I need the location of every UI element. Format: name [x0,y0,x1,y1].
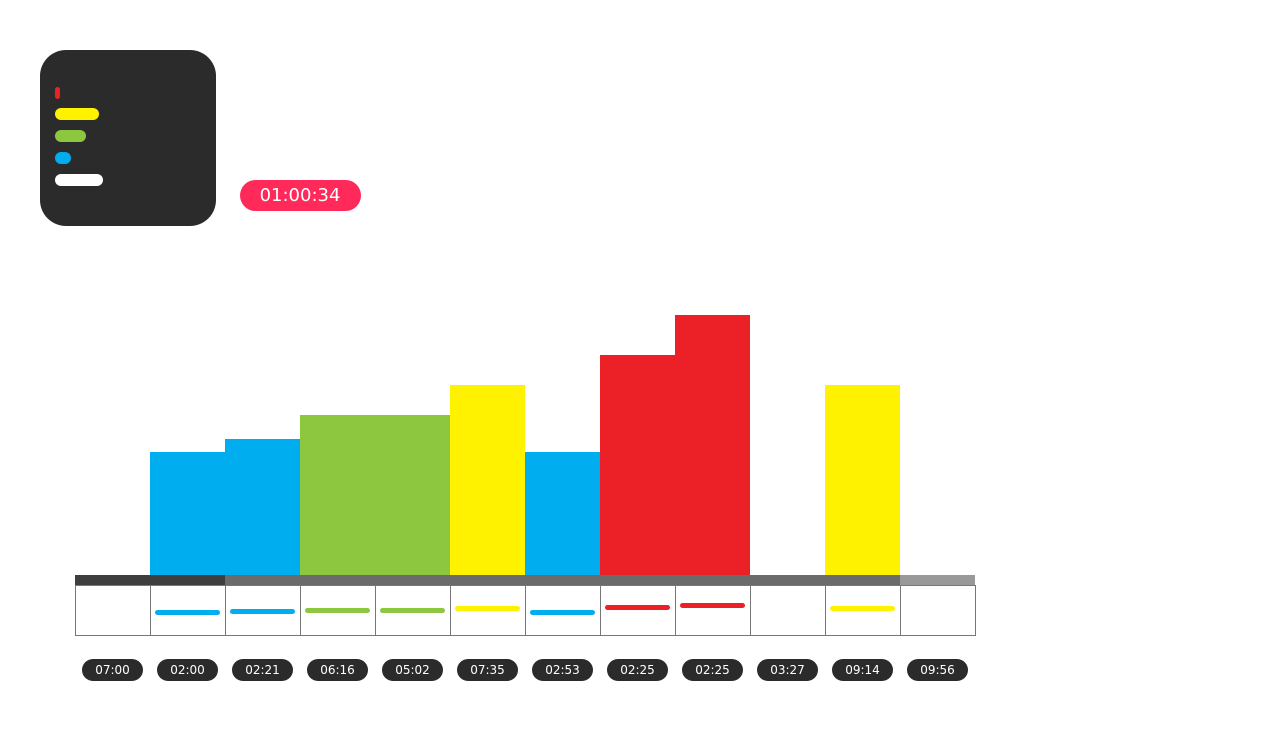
time-label: 05:02 [395,663,430,677]
legend-pill [55,108,99,120]
time-label: 09:56 [920,663,955,677]
bar [225,439,300,575]
time-pill [382,659,443,681]
bar [600,355,675,575]
cell [75,585,151,636]
cell-strip [605,605,670,610]
time-pill [682,659,743,681]
bar [300,415,375,575]
cell-strip [380,608,445,613]
time-pill [232,659,293,681]
time-pill [832,659,893,681]
time-label: 02:25 [620,663,655,677]
time-pill [157,659,218,681]
cell-strip [455,606,520,611]
time-label: 02:21 [245,663,280,677]
track-end [900,575,975,585]
cell-strip [680,603,745,608]
bar [525,452,600,575]
time-label: 02:25 [695,663,730,677]
track [75,575,975,585]
time-pill [532,659,593,681]
cell-strip [305,608,370,613]
legend-pill [55,130,86,142]
cell-strip [530,610,595,615]
cell-strip [830,606,895,611]
legend-pill [55,87,60,99]
cell-strip [155,610,220,615]
time-label: 02:53 [545,663,580,677]
bar [150,452,225,575]
bar [825,385,900,575]
time-pill [82,659,143,681]
legend-box [40,50,216,226]
cell [750,585,826,636]
bar [450,385,525,575]
timer-badge [240,180,361,211]
cell [675,585,751,636]
legend-pill [55,174,103,186]
time-pill [607,659,668,681]
time-label: 03:27 [770,663,805,677]
bar [375,415,450,575]
time-label: 02:00 [170,663,205,677]
cell [600,585,676,636]
time-pill [457,659,518,681]
cell [900,585,976,636]
time-label: 06:16 [320,663,355,677]
time-pill [907,659,968,681]
bar [675,315,750,575]
track-done [75,575,225,585]
timer: 01:00:34 [260,185,341,206]
cell-strip [230,609,295,614]
time-label: 07:35 [470,663,505,677]
time-label: 09:14 [845,663,880,677]
time-label: 07:00 [95,663,130,677]
time-pill [757,659,818,681]
legend-pill [55,152,71,164]
time-pill [307,659,368,681]
